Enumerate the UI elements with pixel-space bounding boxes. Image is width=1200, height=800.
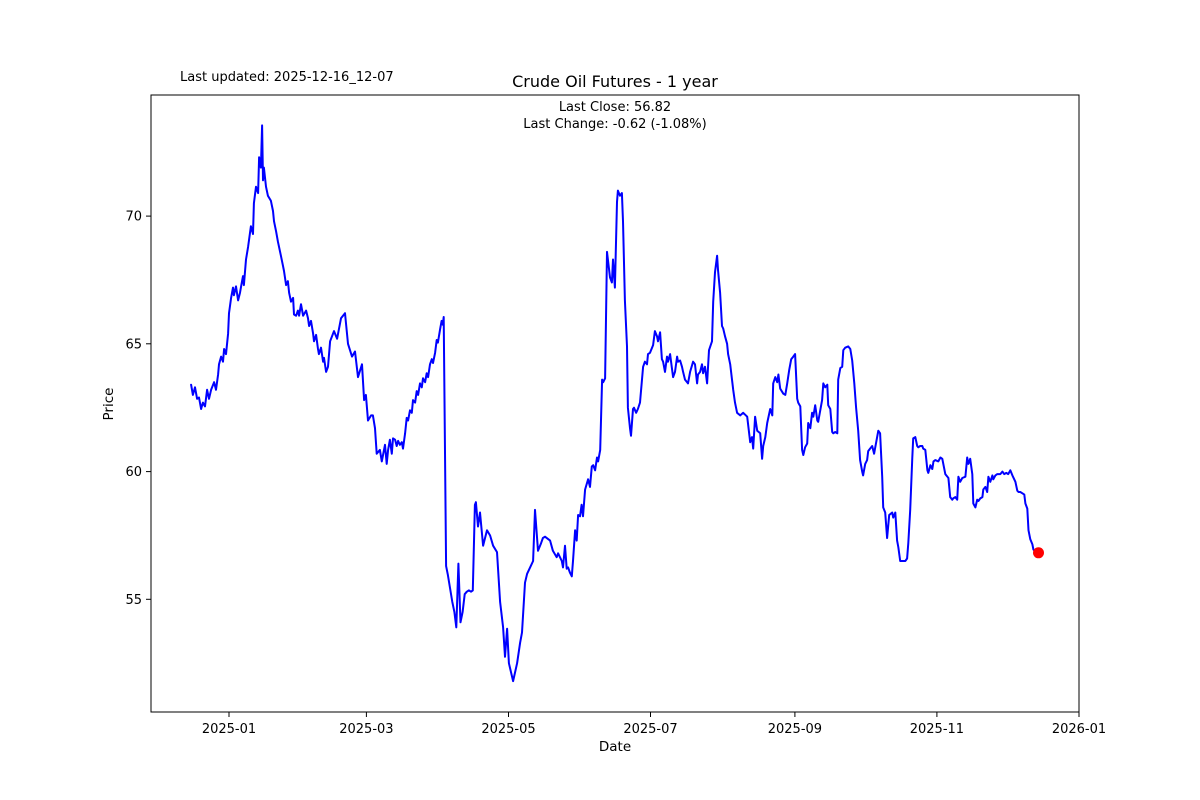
- y-tick-label: 65: [125, 337, 142, 352]
- price-line: [190, 124, 1040, 683]
- x-tick-label: 2025-05: [481, 722, 535, 737]
- chart-title: Crude Oil Futures - 1 year: [512, 72, 718, 91]
- axes-frame: [150, 94, 1080, 713]
- y-tick-label: 60: [125, 465, 142, 480]
- x-tick-label: 2026-01: [1052, 722, 1106, 737]
- subtitle-last-change: Last Change: -0.62 (-1.08%): [523, 117, 706, 132]
- last-updated-annotation: Last updated: 2025-12-16_12-07: [180, 70, 394, 85]
- x-axis-ticks: 2025-01 2025-03 2025-05 2025-07 2025-09 2025-…: [202, 712, 1106, 737]
- y-tick-label: 55: [125, 593, 142, 608]
- y-axis-ticks: 55 60 65 70: [125, 210, 151, 608]
- y-tick-label: 70: [125, 210, 142, 225]
- x-tick-label: 2025-09: [768, 722, 822, 737]
- subtitle-last-close: Last Close: 56.82: [559, 100, 671, 115]
- last-price-marker: [1033, 547, 1044, 559]
- x-axis-label: Date: [599, 739, 631, 755]
- x-tick-label: 2025-07: [623, 722, 677, 737]
- y-axis-label: Price: [101, 388, 117, 421]
- x-tick-label: 2025-01: [202, 722, 256, 737]
- x-tick-label: 2025-03: [339, 722, 393, 737]
- x-tick-label: 2025-11: [910, 722, 964, 737]
